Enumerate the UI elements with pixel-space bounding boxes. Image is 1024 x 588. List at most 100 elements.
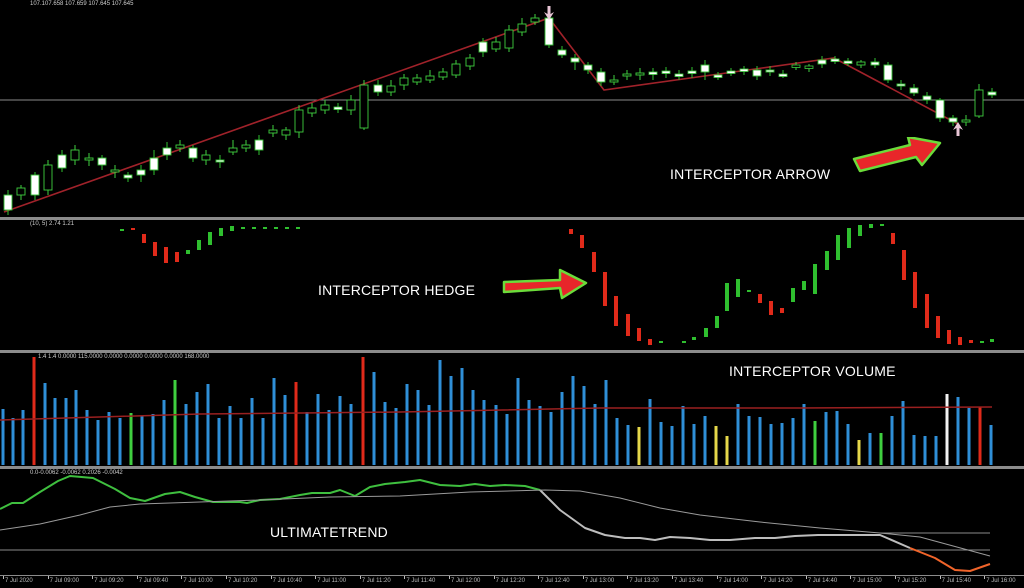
candle-body	[530, 17, 540, 23]
volume-bar	[482, 400, 486, 465]
candle-body	[30, 174, 40, 196]
candle	[136, 165, 146, 182]
time-axis[interactable]: 7 Jul 2020 7 Jul 09:00 7 Jul 09:20 7 Jul 09…	[0, 575, 1024, 588]
ultimatetrend-panel[interactable]: 0.0-0.0062 -0.0062 0.2026 -0.0042 ULTIMA…	[0, 469, 1024, 575]
axis-tick	[716, 576, 718, 579]
volume-bar	[107, 412, 111, 465]
trend-neutral	[539, 489, 911, 549]
axis-tick	[627, 576, 629, 579]
hedge-bar	[580, 235, 584, 248]
volume-bar	[538, 406, 542, 465]
candle-body	[935, 99, 945, 119]
volume-bar	[416, 390, 420, 465]
candle-body	[201, 154, 211, 161]
axis-tick-label: 7 Jul 10:20	[228, 578, 258, 584]
volume-bar	[791, 418, 795, 465]
axis-tick	[493, 576, 495, 579]
candle	[609, 75, 619, 85]
hedge-bar	[241, 227, 245, 229]
price-chart[interactable]	[0, 0, 1024, 217]
ultimatetrend-chart[interactable]	[0, 469, 1024, 575]
hedge-bar	[592, 252, 596, 272]
candle	[622, 70, 632, 80]
candle	[70, 145, 80, 165]
volume-bar	[53, 398, 57, 465]
hedge-bar	[692, 337, 696, 340]
volume-bar	[118, 418, 122, 465]
hedge-bar	[626, 314, 630, 336]
candle-body	[883, 64, 893, 81]
candle	[557, 46, 567, 58]
panel-divider[interactable]	[0, 350, 1024, 353]
panel-divider[interactable]	[0, 466, 1024, 469]
volume-bar	[868, 433, 872, 465]
axis-tick-label: 7 Jul 16:00	[986, 578, 1016, 584]
candle	[84, 153, 94, 166]
hedge-bar	[175, 252, 179, 262]
hedge-bar	[186, 250, 190, 254]
volume-bar	[703, 416, 707, 465]
candle	[935, 98, 945, 122]
volume-bar	[901, 401, 905, 465]
price-panel[interactable]: 107.107.658 107.659 107.645 107.645 INTE…	[0, 0, 1024, 217]
candle-body	[987, 91, 997, 96]
volume-bar	[372, 372, 376, 465]
volume-panel[interactable]: 1.4 1.4 0.0000 115.0000 0.0000 0.0000 0.…	[0, 353, 1024, 466]
candle	[635, 68, 645, 80]
volume-bar	[604, 380, 608, 465]
candle-body	[622, 73, 632, 77]
volume-bar	[283, 395, 287, 465]
axis-tick-label: 7 Jul 09:20	[94, 578, 124, 584]
volume-bar	[338, 396, 342, 465]
candle-body	[661, 70, 671, 74]
candle-body	[320, 104, 330, 111]
trend-info-text: 0.0-0.0062 -0.0062 0.2026 -0.0042	[30, 470, 123, 476]
trend-bear	[909, 547, 991, 572]
candle-body	[739, 68, 749, 72]
volume-bar	[327, 410, 331, 465]
hedge-bar	[164, 247, 168, 263]
panel-divider[interactable]	[0, 217, 1024, 220]
ultimatetrend-label: ULTIMATETREND	[270, 524, 388, 540]
candle	[320, 100, 330, 114]
candle-body	[909, 87, 919, 94]
hedge-bar	[847, 228, 851, 248]
volume-bar	[747, 416, 751, 465]
candle	[110, 165, 120, 178]
hedge-bar	[197, 240, 201, 250]
volume-bar	[405, 384, 409, 465]
volume-bar	[516, 378, 520, 465]
volume-bar	[626, 425, 630, 465]
candle-body	[817, 59, 827, 65]
volume-bar	[43, 383, 47, 465]
candle	[97, 155, 107, 170]
axis-tick	[984, 576, 986, 579]
hedge-panel[interactable]: (10, 5) 2.74 1.21 INTERCEPTOR HEDGE	[0, 220, 1024, 350]
candle	[726, 68, 736, 76]
hedge-bar	[704, 328, 708, 337]
candle-body	[843, 60, 853, 64]
axis-tick-label: 7 Jul 11:40	[406, 578, 436, 584]
volume-bar	[316, 394, 320, 465]
interceptor-hedge-label: INTERCEPTOR HEDGE	[318, 282, 476, 298]
volume-bar	[813, 421, 817, 465]
hedge-chart[interactable]	[0, 220, 1024, 350]
candle-body	[43, 164, 53, 191]
price-info-text: 107.107.658 107.659 107.645 107.645	[30, 1, 134, 7]
candle	[254, 135, 264, 155]
hedge-bar	[230, 226, 234, 231]
volume-bar	[162, 400, 166, 465]
volume-bar	[471, 390, 475, 465]
candle	[661, 67, 671, 78]
volume-bar	[239, 418, 243, 465]
hedge-bar	[120, 229, 124, 231]
candle-body	[609, 79, 619, 83]
candle-body	[635, 72, 645, 76]
volume-bar	[527, 400, 531, 465]
volume-chart[interactable]	[0, 353, 1024, 466]
axis-tick	[761, 576, 763, 579]
volume-bar	[978, 407, 982, 465]
candle	[228, 140, 238, 155]
candle-body	[557, 49, 567, 56]
volume-bar	[394, 408, 398, 465]
